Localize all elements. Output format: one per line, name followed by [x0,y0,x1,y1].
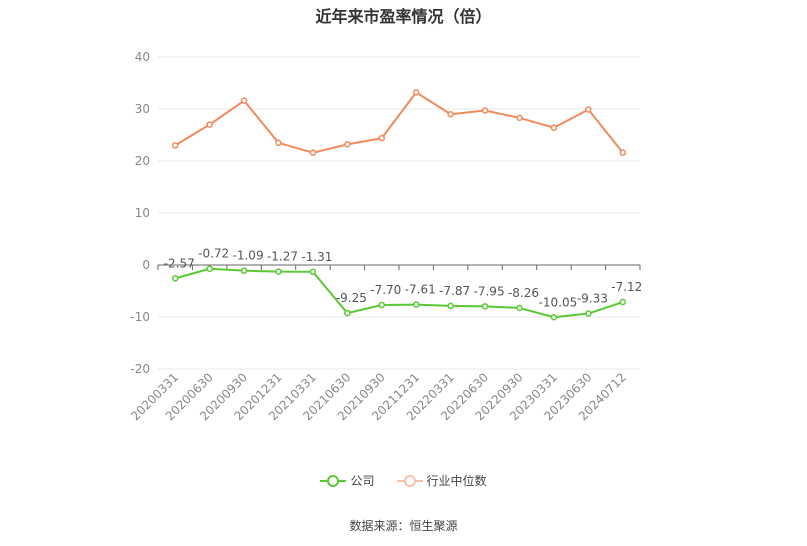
data-point-company [447,302,454,310]
data-label: -10.05 [539,295,578,309]
data-label: -7.70 [370,283,401,297]
data-point-industry [412,89,420,96]
data-label: -1.31 [301,250,332,264]
data-point-industry [275,139,282,147]
data-point-industry [344,141,351,148]
legend-industry-icon [396,474,423,487]
data-point-industry [240,97,248,104]
chart-title: 近年来市盈率情况（倍） [315,7,492,26]
data-label: -7.61 [405,283,436,297]
y-tick-label: 20 [135,154,150,168]
data-point-industry [516,114,523,122]
data-point-company [344,309,351,317]
data-point-company [206,265,213,272]
legend: 公司 行业中位数 [0,472,807,489]
legend-company-icon [320,474,347,487]
data-point-company [240,267,248,274]
data-label: -8.26 [508,286,539,300]
y-tick-label: -20 [130,362,150,376]
data-point-industry [447,110,454,118]
y-tick-label: 40 [135,50,150,64]
legend-company-label: 公司 [350,474,375,488]
data-point-company [378,301,386,309]
y-tick-label: -10 [130,310,150,324]
data-point-industry [481,107,489,114]
data-point-company [309,268,317,276]
data-point-company [481,303,489,310]
data-point-industry [619,149,627,156]
series-line-company [174,267,624,319]
series-line-industry [174,91,624,154]
y-tick-label: 0 [142,258,150,272]
data-point-company [171,275,179,282]
data-point-industry [171,142,179,149]
legend-item-industry[interactable]: 行业中位数 [396,472,487,489]
data-label: -1.27 [267,250,298,264]
legend-item-company[interactable]: 公司 [320,472,375,489]
data-label: -7.95 [474,284,505,298]
data-point-industry [309,149,317,156]
legend-industry-label: 行业中位数 [426,474,487,488]
data-point-company [550,314,558,321]
data-point-company [516,304,523,312]
data-point-company [412,301,420,308]
data-point-industry [378,134,386,142]
data-label: -7.87 [439,284,470,298]
data-label: -9.25 [336,291,367,305]
data-label: -1.09 [233,249,264,263]
data-point-industry [585,106,592,113]
data-point-industry [550,124,558,131]
data-label: -9.33 [577,292,608,306]
data-label: -0.72 [198,247,229,261]
data-source: 数据来源：恒生聚源 [349,519,458,533]
data-label: -2.57 [164,256,195,270]
data-point-company [275,268,282,275]
y-tick-label: 10 [135,206,150,220]
data-label: -7.12 [611,280,642,294]
data-point-industry [206,121,213,128]
data-point-company [585,310,592,317]
y-tick-label: 30 [135,102,150,116]
data-point-company [619,298,627,306]
